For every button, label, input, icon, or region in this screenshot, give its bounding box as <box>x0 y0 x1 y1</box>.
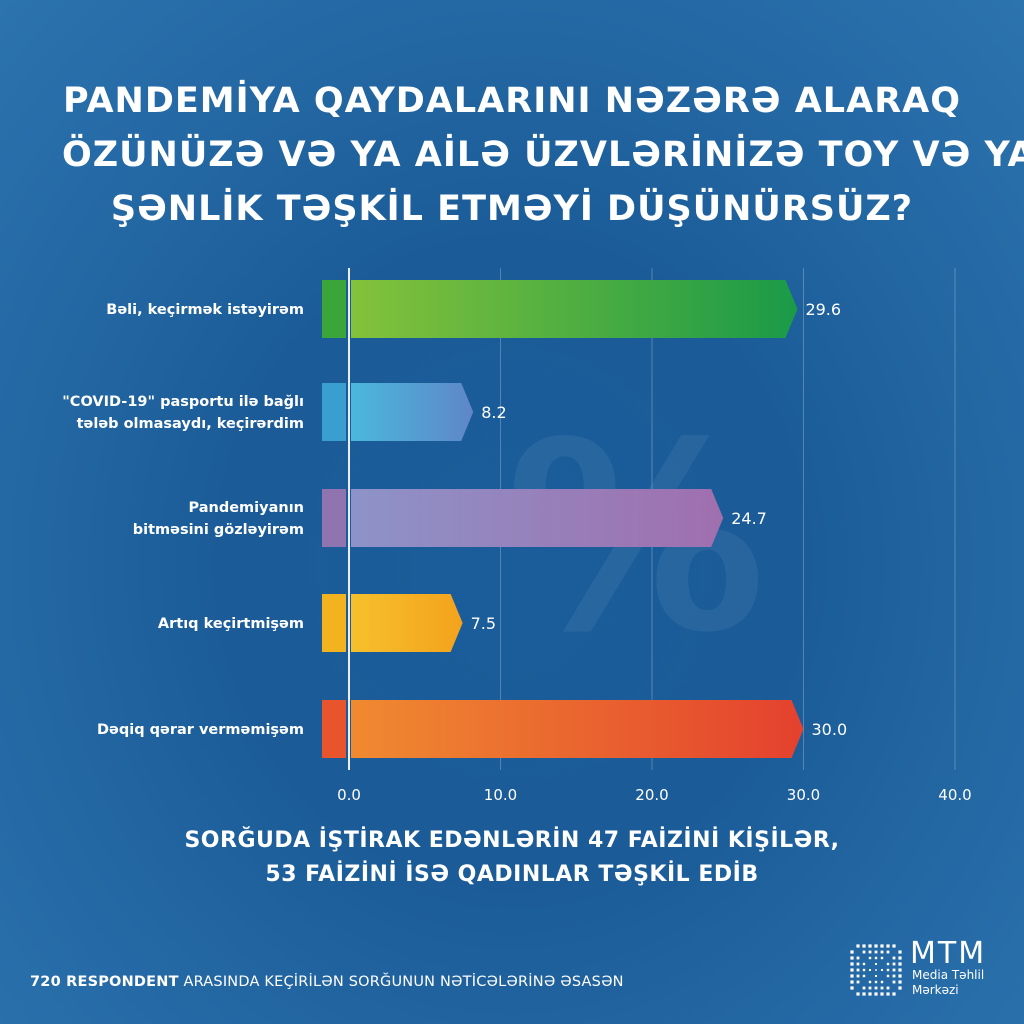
mtm-logo-mark-icon <box>850 944 902 996</box>
bar-value-label: 29.6 <box>805 300 841 319</box>
bar-stub <box>322 280 346 338</box>
title-line-2: ÖZÜNÜZƏ VƏ YA AİLƏ ÜZVLƏRİNİZƏ TOY VƏ YA <box>62 135 1024 175</box>
title-line-1: PANDEMİYA QAYDALARINI NƏZƏRƏ ALARAQ <box>63 81 961 121</box>
bar-stub <box>322 594 346 652</box>
bar-stub <box>322 700 346 758</box>
bar-value-label: 30.0 <box>812 720 848 739</box>
category-label: "COVID-19" pasportu ilə bağlı <box>62 394 304 410</box>
respondent-count: 720 RESPONDENT <box>30 974 179 990</box>
mtm-logo: MTM Media Təhlil Mərkəzi <box>848 936 998 1002</box>
logo-subtitle-line-2: Mərkəzi <box>912 983 959 997</box>
survey-note: SORĞUDA İŞTİRAK EDƏNLƏRİN 47 FAİZİNİ KİŞ… <box>112 824 912 892</box>
x-tick-label: 40.0 <box>938 786 971 804</box>
x-tick-label: 30.0 <box>787 786 820 804</box>
logo-subtitle-line-1: Media Təhlil <box>912 968 985 982</box>
category-label: Bəli, keçirmək istəyirəm <box>106 302 304 318</box>
x-tick-label: 20.0 <box>635 786 668 804</box>
category-label: tələb olmasaydı, keçirərdim <box>77 416 304 432</box>
survey-note-line-2: 53 FAİZİNİ İSƏ QADINLAR TƏŞKİL EDİB <box>265 862 759 887</box>
category-label: Dəqiq qərar verməmişəm <box>97 722 304 738</box>
bar <box>351 594 463 652</box>
category-label: Pandemiyanın <box>189 500 305 516</box>
bar-stub <box>322 489 346 547</box>
bar-value-label: 7.5 <box>471 614 496 633</box>
bar <box>351 700 804 758</box>
logo-subtitle: Media Təhlil Mərkəzi <box>912 968 984 998</box>
logo-name: MTM <box>910 936 987 971</box>
chart-title: PANDEMİYA QAYDALARINI NƏZƏRƏ ALARAQ ÖZÜN… <box>62 74 1024 236</box>
source-footer: 720 RESPONDENT ARASINDA KEÇİRİLƏN SORĞUN… <box>30 974 624 990</box>
source-text: ARASINDA KEÇİRİLƏN SORĞUNUN NƏTİCƏLƏRİNƏ… <box>178 974 624 990</box>
bar-value-label: 8.2 <box>481 403 506 422</box>
bar-value-label: 24.7 <box>731 509 767 528</box>
category-label: Artıq keçirtmişəm <box>158 616 304 632</box>
title-line-3: ŞƏNLİK TƏŞKİL ETMƏYİ DÜŞÜNÜRSÜZ? <box>110 189 914 229</box>
bar <box>351 489 724 547</box>
x-tick-label: 10.0 <box>484 786 517 804</box>
x-tick-label: 0.0 <box>337 786 361 804</box>
survey-note-line-1: SORĞUDA İŞTİRAK EDƏNLƏRİN 47 FAİZİNİ KİŞ… <box>184 828 840 853</box>
category-label: bitməsini gözləyirəm <box>133 522 304 538</box>
bar-stub <box>322 383 346 441</box>
bar <box>351 383 474 441</box>
bar <box>351 280 798 338</box>
